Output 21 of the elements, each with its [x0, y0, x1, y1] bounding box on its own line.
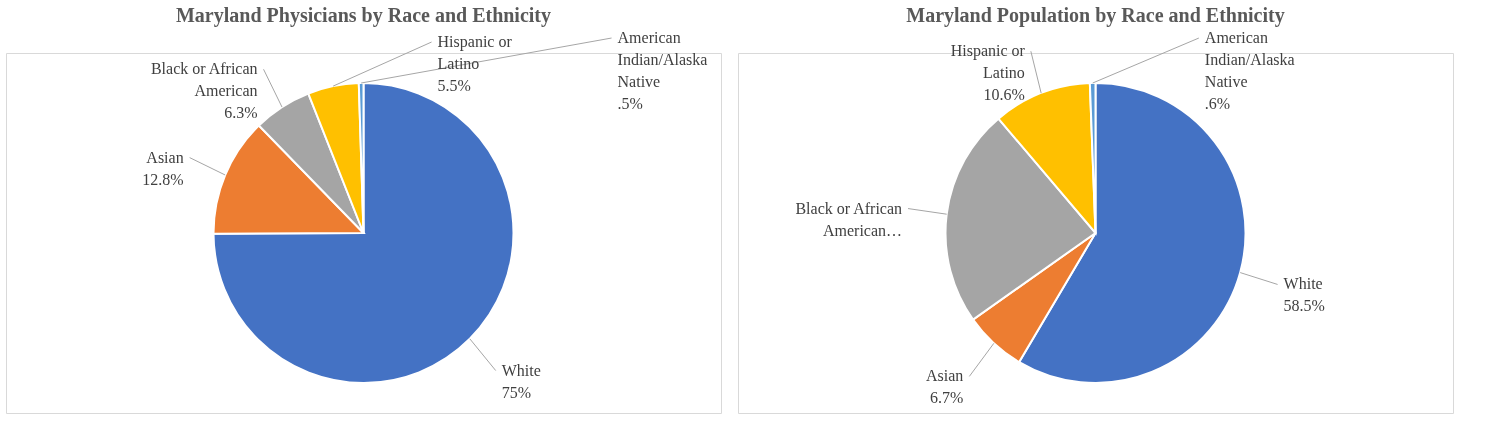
data-label: 12.8% — [142, 170, 184, 188]
data-label: 6.3% — [224, 104, 258, 122]
slice-label: American Indian/Alaska Native — [1204, 29, 1295, 91]
slice-label: White — [1283, 275, 1323, 293]
slice-label: Asian — [146, 148, 184, 166]
slice-label: American Indian/Alaska Native — [617, 29, 708, 91]
data-label: .5% — [617, 95, 643, 113]
data-label: .6% — [1204, 95, 1231, 113]
slice-label: Asian — [926, 367, 964, 385]
data-label: 6.7% — [930, 389, 964, 407]
slice-label: Hispanic or Latino — [950, 42, 1026, 82]
data-label: 58.5% — [1283, 297, 1325, 315]
data-label: 5.5% — [437, 77, 471, 95]
slice-label: Black or African American — [150, 60, 258, 100]
slice-label: White — [501, 361, 541, 379]
data-label: 10.6% — [983, 86, 1025, 104]
slice-label: Black or African American… — [795, 199, 903, 239]
data-label: 75% — [501, 383, 532, 401]
chart-title: Maryland Population by Race and Ethnicity — [906, 4, 1285, 28]
slice-label: Hispanic or Latino — [437, 33, 513, 73]
chart-title: Maryland Physicians by Race and Ethnicity — [175, 4, 552, 28]
